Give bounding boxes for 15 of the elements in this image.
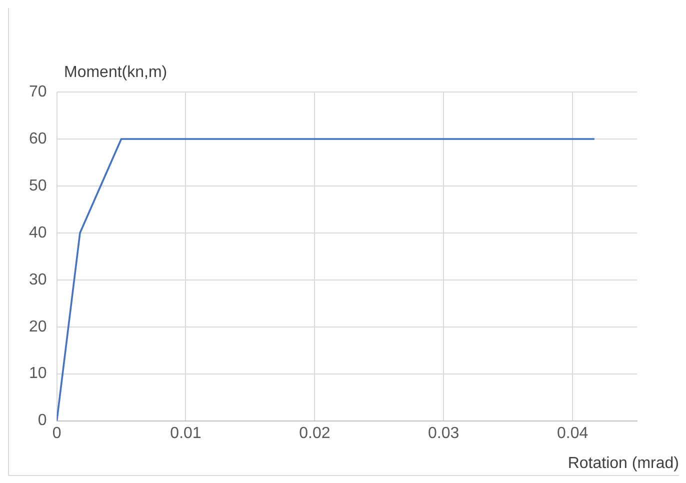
y-tick-label: 20 [29, 318, 47, 336]
y-tick-label: 50 [29, 177, 47, 194]
x-tick-label: 0.01 [170, 424, 202, 442]
y-tick-label: 60 [29, 130, 47, 148]
x-tick-label: 0 [52, 424, 62, 442]
y-axis-title: Moment(kn,m) [64, 64, 168, 82]
x-tick-label: 0.02 [299, 424, 330, 442]
y-tick-label: 30 [29, 271, 47, 288]
x-axis-title: Rotation (mrad) [568, 455, 679, 473]
x-tick-label: 0.04 [556, 424, 588, 442]
x-tick-label: 0.03 [428, 424, 460, 442]
y-tick-label: 40 [29, 224, 47, 242]
y-tick-label: 0 [38, 412, 47, 430]
y-tick-label: 10 [29, 365, 47, 382]
y-tick-label: 70 [29, 83, 47, 100]
